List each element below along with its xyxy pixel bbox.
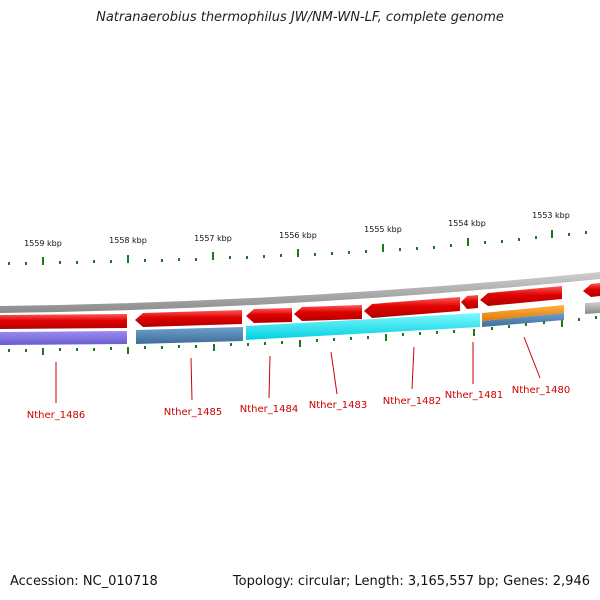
gene-label: Nther_1480 — [512, 385, 570, 396]
cog-track — [0, 305, 564, 345]
axis-labels: 1559 kbp 1558 kbp 1557 kbp 1556 kbp 1555… — [24, 211, 570, 248]
gene-arrow — [461, 295, 478, 309]
axis-label: 1554 kbp — [448, 219, 486, 228]
cog-block — [482, 305, 564, 321]
cog-block — [246, 313, 480, 340]
gene-arrow — [135, 310, 242, 327]
accession-text: Accession: NC_010718 — [10, 574, 158, 589]
lower-tick-row — [8, 316, 597, 355]
gene-labels: Nther_1486 Nther_1485 Nther_1484 Nther_1… — [27, 385, 570, 421]
gene-label: Nther_1484 — [240, 404, 298, 415]
axis-label: 1553 kbp — [532, 211, 570, 220]
cog-block — [482, 313, 564, 327]
map-title: Natranaerobius thermophilus JW/NM-WN-LF,… — [96, 10, 504, 25]
genome-stats-text: Topology: circular; Length: 3,165,557 bp… — [232, 574, 590, 589]
cds-track — [0, 283, 600, 329]
leader-line — [411, 346, 415, 390]
upper-tick-row — [8, 230, 587, 265]
gene-label: Nther_1483 — [309, 400, 367, 411]
leader-line — [190, 357, 193, 401]
gene-label: Nther_1486 — [27, 410, 85, 421]
gene-stub — [585, 302, 600, 314]
leader-line — [268, 355, 271, 399]
axis-label: 1558 kbp — [109, 236, 147, 245]
gene-label: Nther_1485 — [164, 407, 222, 418]
backbone-arc — [0, 272, 600, 313]
leader-line — [330, 351, 338, 395]
leader-line — [523, 336, 541, 379]
gene-arrow — [480, 286, 562, 306]
axis-label: 1556 kbp — [279, 231, 317, 240]
gene-arrow — [294, 305, 362, 321]
gene-arrow — [364, 297, 460, 318]
cog-block — [0, 331, 127, 345]
leader-lines — [55, 336, 541, 403]
gene-label: Nther_1481 — [445, 390, 503, 401]
gene-arrow — [246, 308, 292, 323]
gene-arrow — [583, 283, 600, 297]
gene-label: Nther_1482 — [383, 396, 441, 407]
axis-label: 1559 kbp — [24, 239, 62, 248]
axis-label: 1555 kbp — [364, 225, 402, 234]
cog-block — [136, 327, 243, 344]
gene-arrow — [0, 314, 127, 329]
axis-label: 1557 kbp — [194, 234, 232, 243]
